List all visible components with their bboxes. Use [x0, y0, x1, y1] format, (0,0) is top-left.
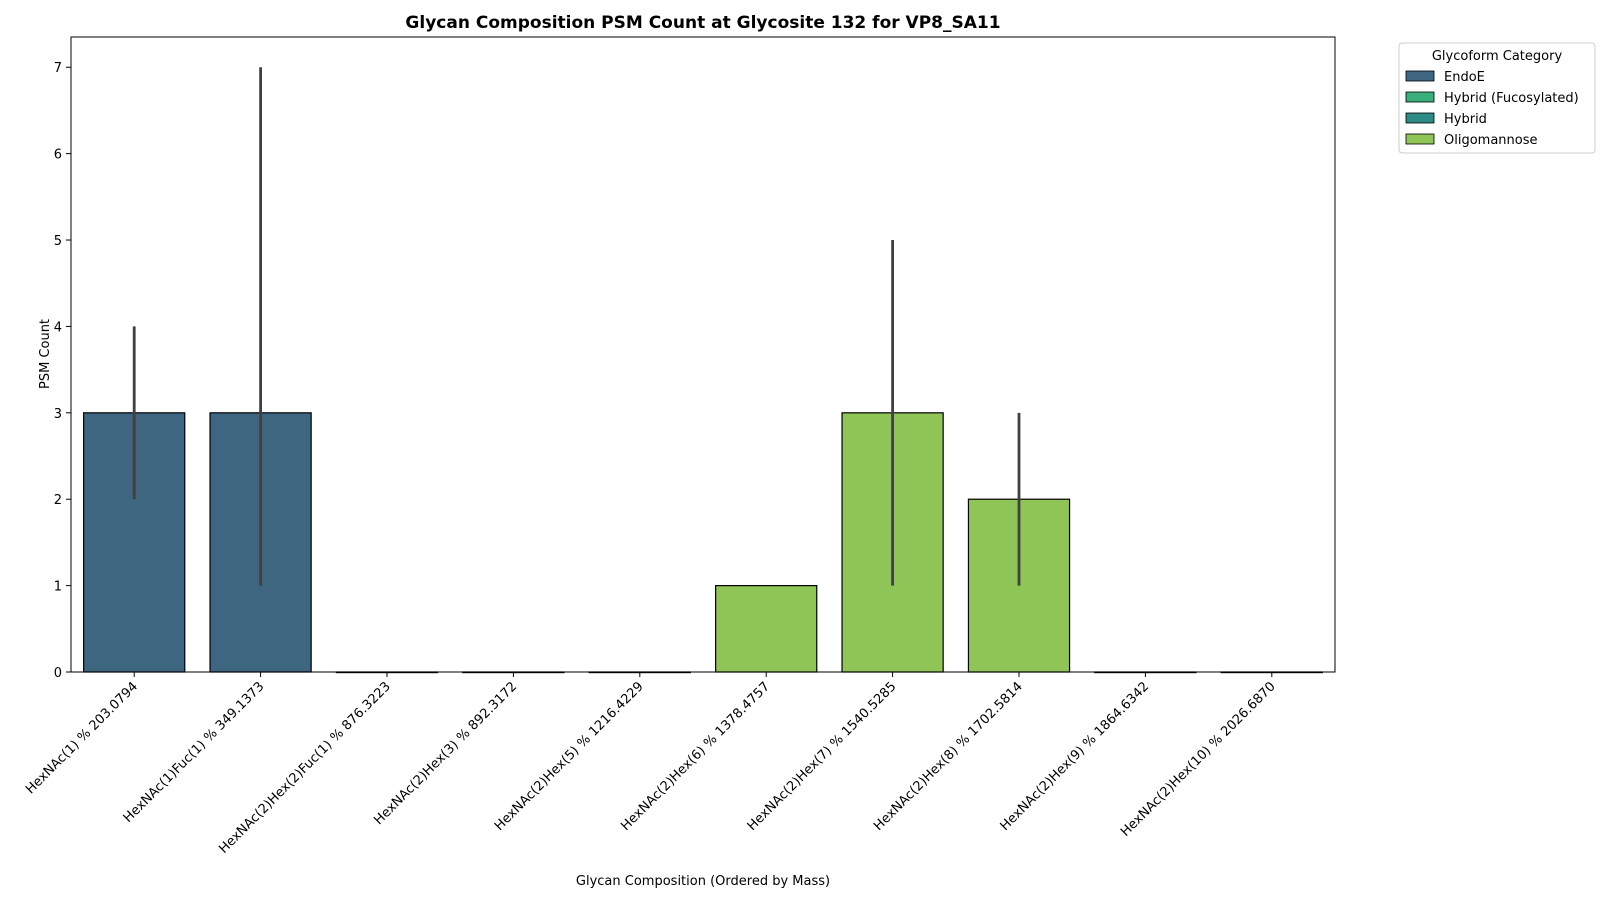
legend-entry: Hybrid (Fucosylated) — [1405, 91, 1579, 106]
legend-swatch — [1405, 133, 1435, 145]
legend-swatch — [1405, 70, 1435, 82]
y-tick-label: 0 — [54, 666, 62, 681]
plot-frame — [70, 36, 1336, 673]
x-tick-label: HexNAc(2)Hex(6) % 1378.4757 — [618, 679, 773, 834]
y-tick-label: 1 — [54, 580, 62, 595]
legend: Glycoform Category EndoE Hybrid (Fucosyl… — [1398, 42, 1596, 154]
y-tick-label: 4 — [54, 320, 62, 335]
legend-entry: Hybrid — [1405, 112, 1487, 127]
x-tick-label: HexNAc(2)Hex(8) % 1702.5814 — [871, 679, 1026, 834]
y-tick-label: 3 — [54, 407, 62, 422]
legend-label: Hybrid (Fucosylated) — [1444, 91, 1579, 106]
legend-label: EndoE — [1444, 70, 1485, 85]
legend-swatch — [1405, 112, 1435, 124]
legend-label: Oligomannose — [1444, 133, 1538, 148]
x-tick-label: HexNAc(2)Hex(5) % 1216.4229 — [492, 679, 647, 834]
y-axis-label: PSM Count — [38, 319, 53, 389]
x-tick-label: HexNAc(1)Fuc(1) % 349.1373 — [121, 679, 268, 826]
x-tick-label: HexNAc(2)Hex(3) % 892.3172 — [371, 679, 520, 828]
bar — [715, 585, 818, 673]
legend-label: Hybrid — [1444, 112, 1487, 127]
x-axis-label: Glycan Composition (Ordered by Mass) — [576, 874, 830, 889]
bars-layer — [83, 412, 1323, 674]
x-tick-label: HexNAc(2)Hex(10) % 2026.6870 — [1118, 679, 1279, 840]
error-bars-layer — [132, 67, 1021, 586]
chart-title: Glycan Composition PSM Count at Glycosit… — [405, 13, 1000, 33]
legend-swatch — [1405, 91, 1435, 103]
legend-entry: Oligomannose — [1405, 133, 1538, 148]
x-tick-label: HexNAc(2)Hex(7) % 1540.5285 — [745, 679, 900, 834]
x-tick-label: HexNAc(1) % 203.0794 — [23, 679, 141, 797]
y-tick-label: 7 — [54, 61, 62, 76]
legend-entry: EndoE — [1405, 70, 1485, 85]
y-tick-label: 5 — [54, 234, 62, 249]
x-tick-label: HexNAc(2)Hex(9) % 1864.6342 — [998, 679, 1153, 834]
y-tick-label: 6 — [54, 148, 62, 163]
legend-frame — [1398, 42, 1596, 154]
y-axis: 0 1 2 3 4 5 6 7 — [54, 61, 71, 681]
y-tick-label: 2 — [54, 493, 62, 508]
legend-title: Glycoform Category — [1432, 49, 1563, 64]
